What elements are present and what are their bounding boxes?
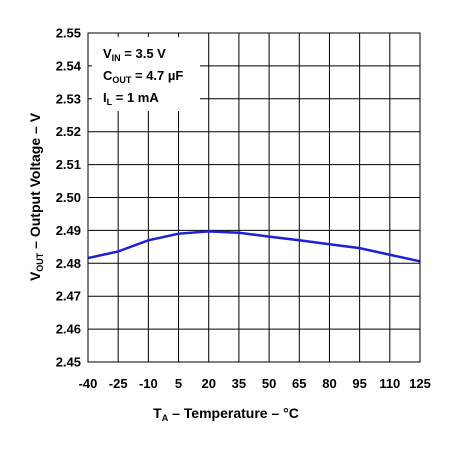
y-axis-title: VOUT – Output Voltage – V: [27, 112, 45, 281]
y-tick-label: 2.52: [56, 124, 81, 139]
y-tick-label: 2.49: [56, 223, 81, 238]
y-tick-label: 2.50: [56, 190, 81, 205]
output-voltage-line: [87, 230, 421, 263]
y-tick-labels: 2.45 2.46 2.47 2.48 2.49 2.50 2.51 2.52 2.53 2.54…: [56, 26, 82, 370]
x-tick-label: 65: [292, 376, 306, 391]
x-tick-label: 80: [322, 376, 336, 391]
condition-vin: VIN = 3.5 V: [103, 46, 166, 63]
x-axis-title: TA – Temperature – °C: [153, 405, 299, 423]
y-tick-label: 2.46: [56, 322, 81, 337]
y-tick-label: 2.54: [56, 58, 82, 73]
x-tick-label: 35: [232, 376, 246, 391]
y-tick-label: 2.55: [56, 26, 81, 41]
y-tick-label: 2.53: [56, 91, 81, 106]
condition-il: IL = 1 mA: [103, 90, 159, 107]
x-tick-labels: -40 -25 -10 5 20 35 50 65 80 95 110 125: [79, 376, 431, 391]
y-tick-label: 2.48: [56, 256, 81, 271]
y-tick-label: 2.45: [56, 355, 81, 370]
y-tick-label: 2.51: [56, 157, 81, 172]
x-tick-label: -25: [109, 376, 128, 391]
x-tick-label: 95: [352, 376, 366, 391]
x-tick-label: 125: [409, 376, 431, 391]
x-tick-label: 20: [201, 376, 215, 391]
condition-cout: COUT = 4.7 µF: [103, 68, 183, 85]
y-tick-label: 2.47: [56, 289, 81, 304]
x-tick-label: 110: [379, 376, 400, 391]
x-tick-label: -10: [139, 376, 158, 391]
x-tick-label: 5: [175, 376, 182, 391]
x-tick-label: -40: [79, 376, 98, 391]
conditions-box: [92, 37, 200, 111]
plot-frame: [87, 32, 421, 363]
x-tick-label: 50: [262, 376, 276, 391]
